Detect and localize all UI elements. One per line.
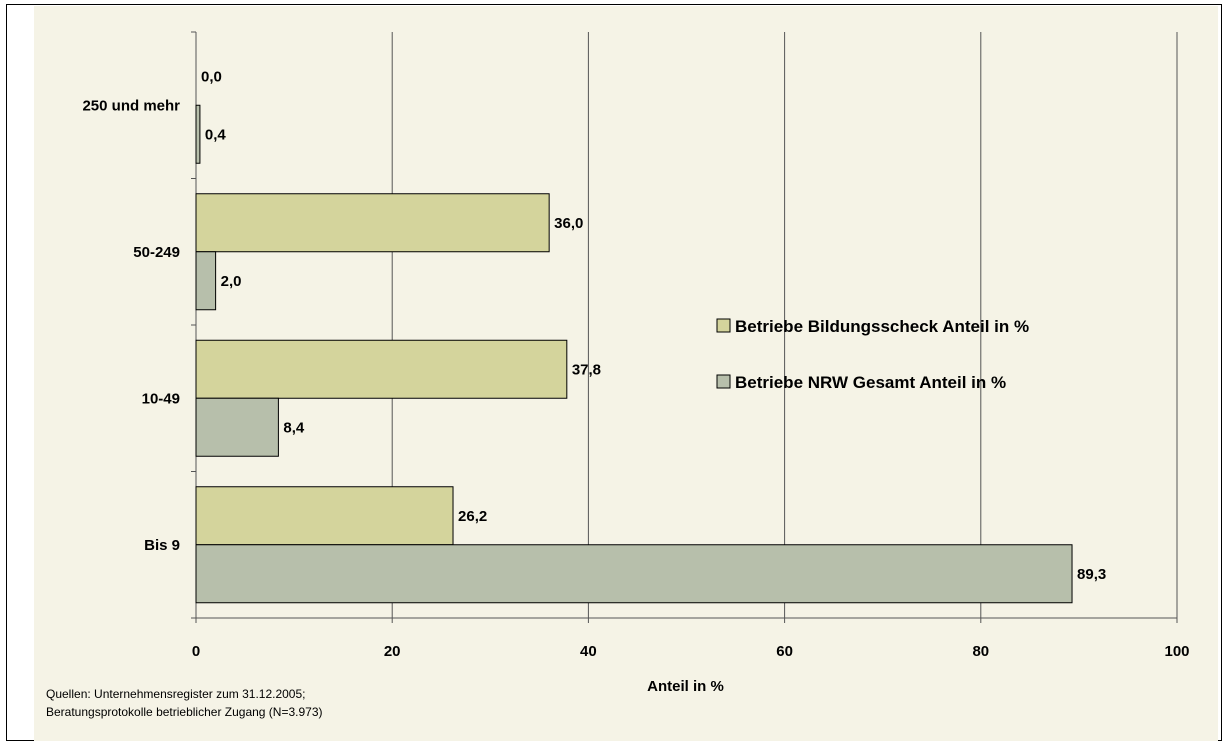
category-label-0: 250 und mehr <box>82 97 180 114</box>
bar-1-3 <box>195 544 1073 604</box>
labels: 0 20 40 60 80 100 Anteil in % 250 und mehr 0,0 0,… <box>82 68 1189 695</box>
source-line-2: Beratungsprotokolle betrieblicher Zugang… <box>46 705 323 719</box>
x-tick-label-80: 80 <box>972 643 989 660</box>
bar-0-3 <box>195 486 454 546</box>
legend-swatch-0 <box>716 318 731 333</box>
value-label-0-1: 36,0 <box>554 215 583 232</box>
x-tick-label-60: 60 <box>776 643 793 660</box>
x-tick-label-100: 100 <box>1164 643 1189 660</box>
category-label-1: 50-249 <box>133 244 180 261</box>
x-tick-label-40: 40 <box>580 643 597 660</box>
legend-label-1: Betriebe NRW Gesamt Anteil in % <box>735 373 1006 392</box>
source-note: Quellen: Unternehmensregister zum 31.12.… <box>46 685 323 721</box>
x-tick-label-0: 0 <box>192 643 200 660</box>
value-label-1-1: 2,0 <box>221 273 242 290</box>
legend: Betriebe Bildungsscheck Anteil in % Betri… <box>716 317 1029 392</box>
value-label-0-0: 0,0 <box>201 68 222 85</box>
value-label-1-0: 0,4 <box>205 126 227 143</box>
bars <box>195 104 1073 604</box>
gridlines <box>391 32 1178 618</box>
bar-1-1 <box>195 251 217 311</box>
bar-0-1 <box>195 193 550 253</box>
x-tick-label-20: 20 <box>384 643 401 660</box>
category-label-2: 10-49 <box>142 390 180 407</box>
category-label-3: Bis 9 <box>144 537 180 554</box>
bar-1-2 <box>195 397 279 457</box>
value-label-0-3: 26,2 <box>458 508 487 525</box>
bar-0-2 <box>195 339 568 399</box>
value-label-1-3: 89,3 <box>1077 566 1106 583</box>
bar-1-0 <box>195 104 201 164</box>
legend-label-0: Betriebe Bildungsscheck Anteil in % <box>735 317 1029 336</box>
value-label-1-2: 8,4 <box>283 419 305 436</box>
value-label-0-2: 37,8 <box>572 361 601 378</box>
x-axis-title: Anteil in % <box>647 678 724 695</box>
legend-swatch-1 <box>716 374 731 389</box>
source-line-1: Quellen: Unternehmensregister zum 31.12.… <box>46 687 306 701</box>
